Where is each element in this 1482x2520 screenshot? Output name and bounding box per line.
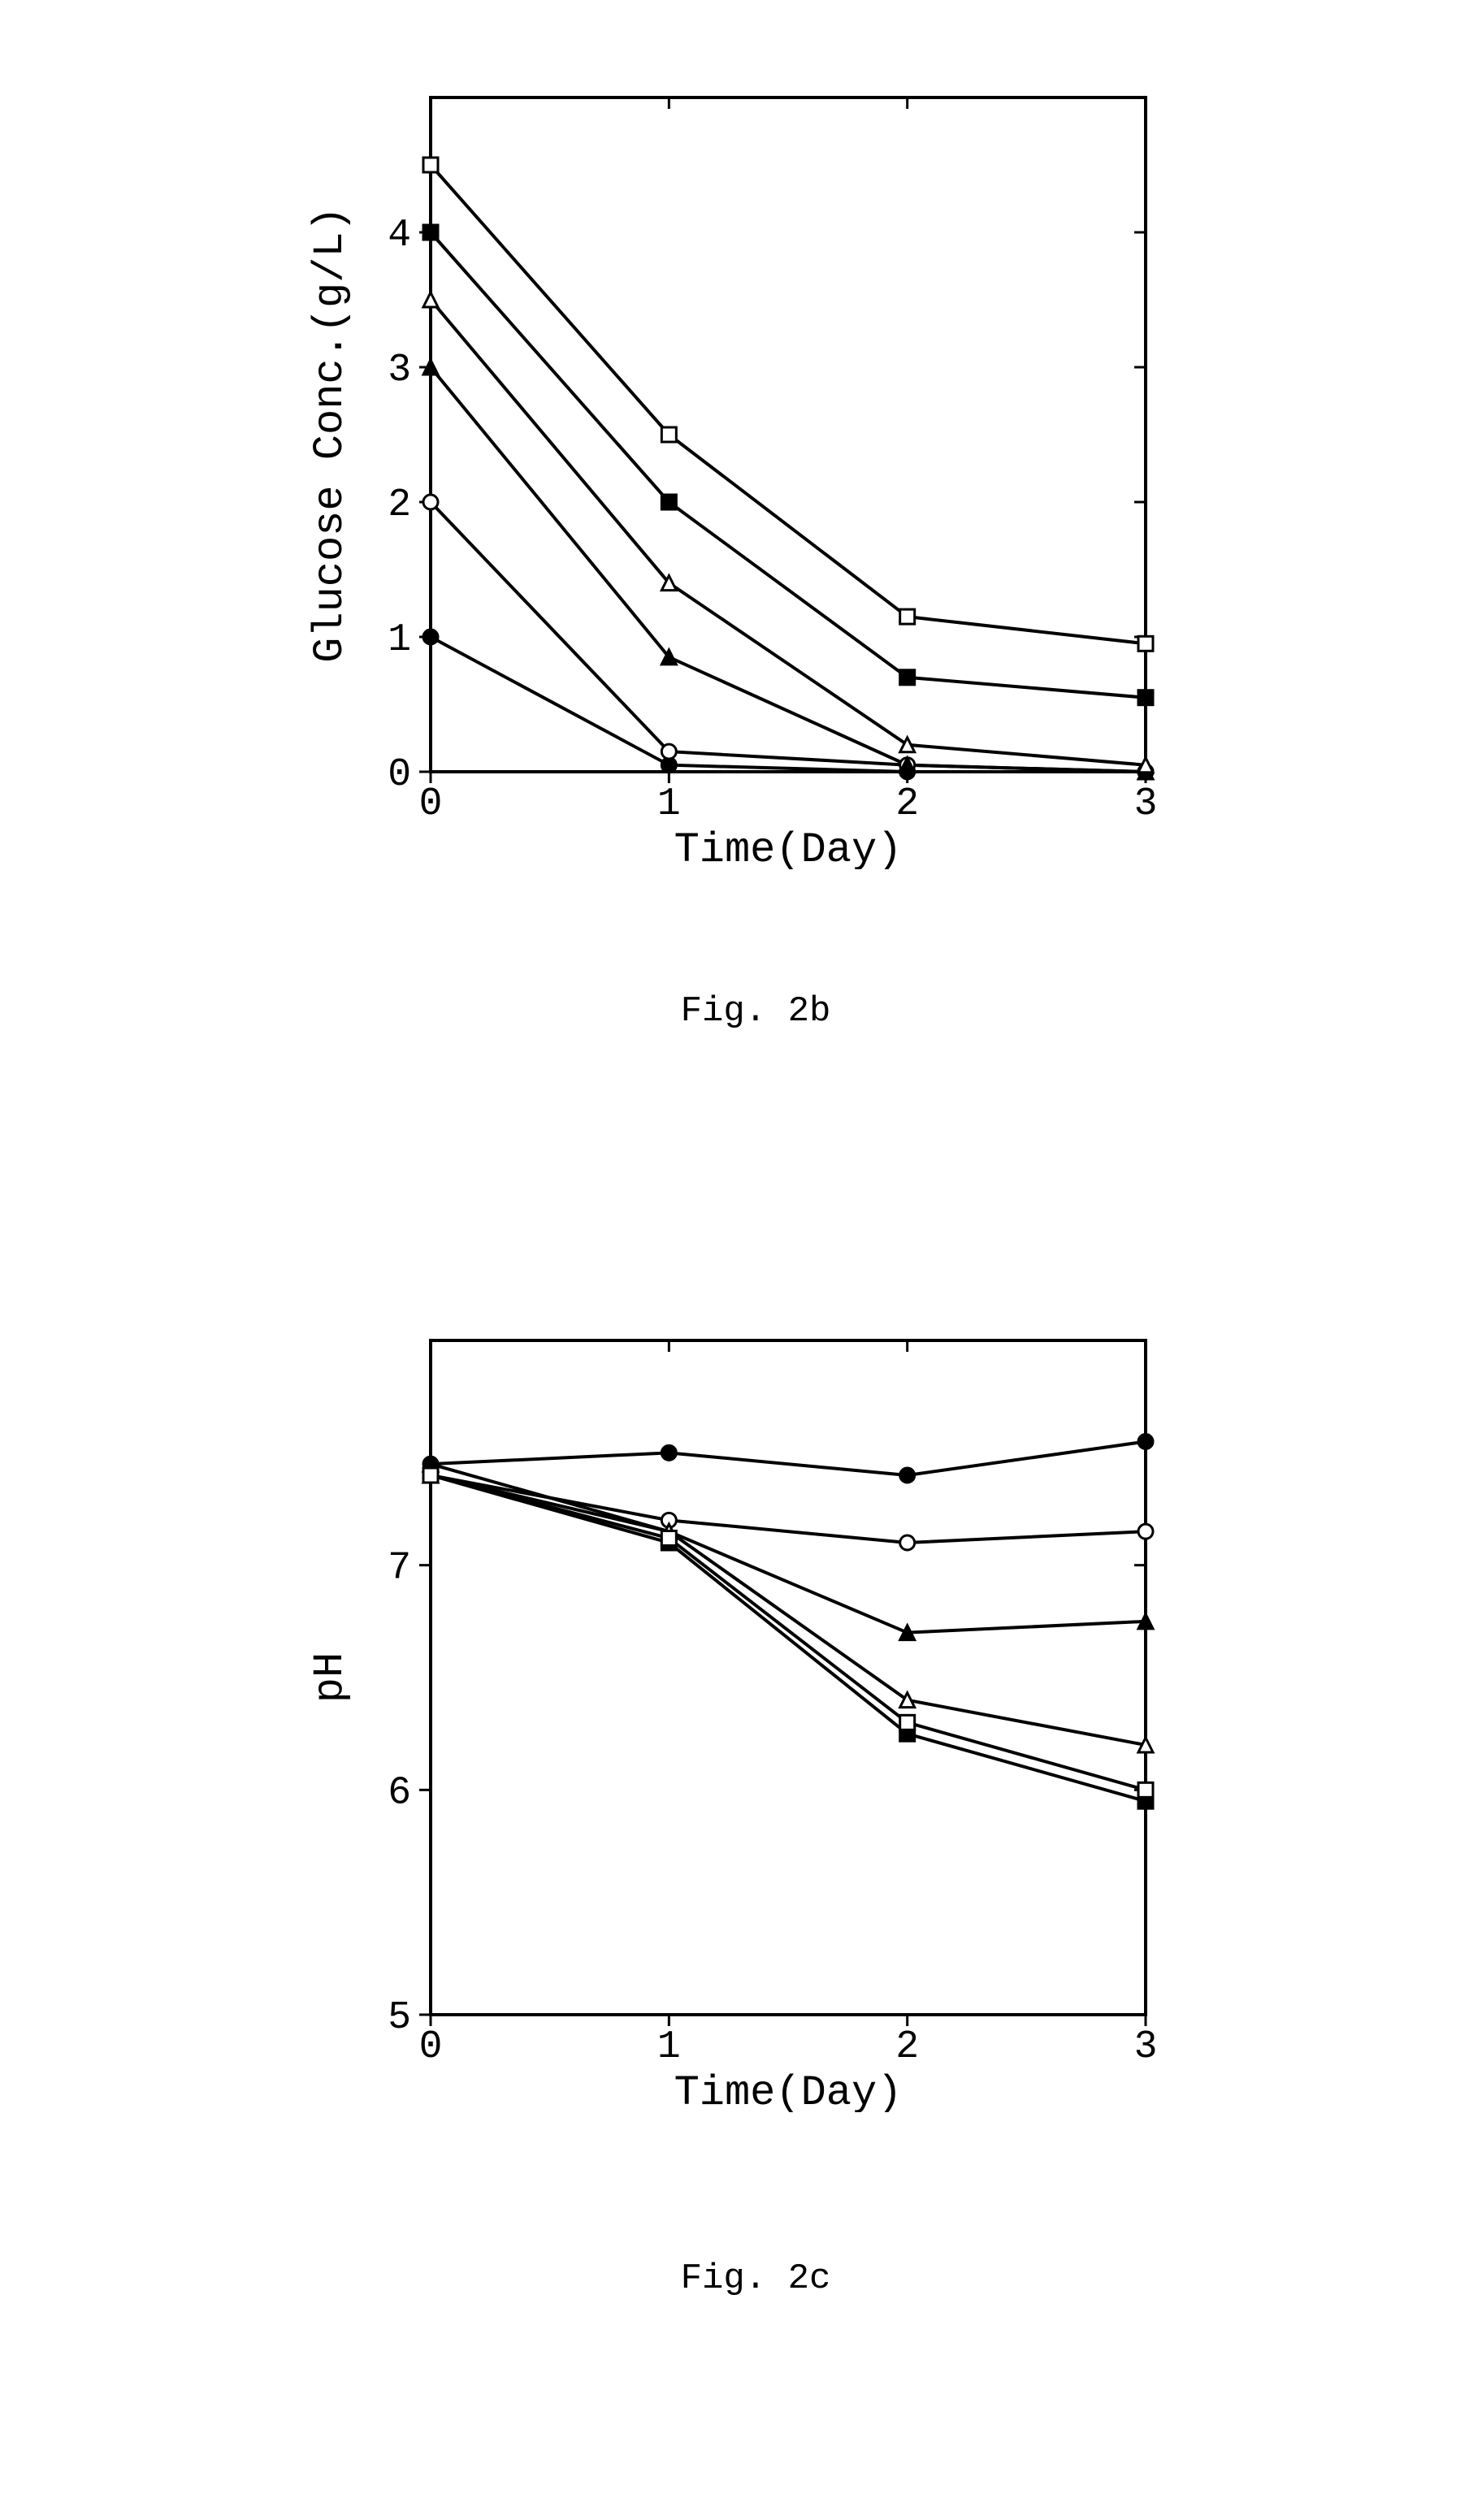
svg-text:3: 3 — [388, 349, 411, 392]
svg-text:Glucose Conc.(g/L): Glucose Conc.(g/L) — [306, 206, 354, 663]
chart-2c-caption: Fig. 2c — [593, 2258, 918, 2299]
svg-text:1: 1 — [388, 618, 411, 662]
page: 0 1 2 3 0 1 2 3 4 Time(Day) Glucose Conc.(g/L) Fig… — [0, 0, 1482, 2520]
chart-2c-panel: 0 1 2 3 5 6 7 Time(Day) pH — [284, 1316, 1162, 2112]
svg-text:2: 2 — [895, 782, 919, 826]
svg-text:pH: pH — [306, 1652, 354, 1703]
svg-text:7: 7 — [388, 1547, 411, 1591]
svg-text:5: 5 — [388, 1996, 411, 2040]
svg-text:Time(Day): Time(Day) — [674, 2069, 903, 2112]
svg-text:0: 0 — [388, 753, 411, 797]
svg-text:3: 3 — [1134, 2025, 1158, 2069]
svg-text:0: 0 — [419, 2025, 443, 2069]
chart-2b-svg: 0 1 2 3 0 1 2 3 4 Time(Day) Glucose Conc.(g/L) — [284, 73, 1162, 869]
svg-text:2: 2 — [895, 2025, 919, 2069]
chart-2b-caption: Fig. 2b — [593, 991, 918, 1032]
svg-text:0: 0 — [419, 782, 443, 826]
svg-text:1: 1 — [657, 2025, 681, 2069]
chart-2b-panel: 0 1 2 3 0 1 2 3 4 Time(Day) Glucose Conc.(g/L) — [284, 73, 1162, 869]
svg-text:Time(Day): Time(Day) — [674, 826, 903, 869]
chart-2c-svg: 0 1 2 3 5 6 7 Time(Day) pH — [284, 1316, 1162, 2112]
svg-text:1: 1 — [657, 782, 681, 826]
svg-text:2: 2 — [388, 483, 411, 527]
svg-text:3: 3 — [1134, 782, 1158, 826]
svg-text:6: 6 — [388, 1771, 411, 1815]
svg-text:4: 4 — [388, 214, 411, 258]
